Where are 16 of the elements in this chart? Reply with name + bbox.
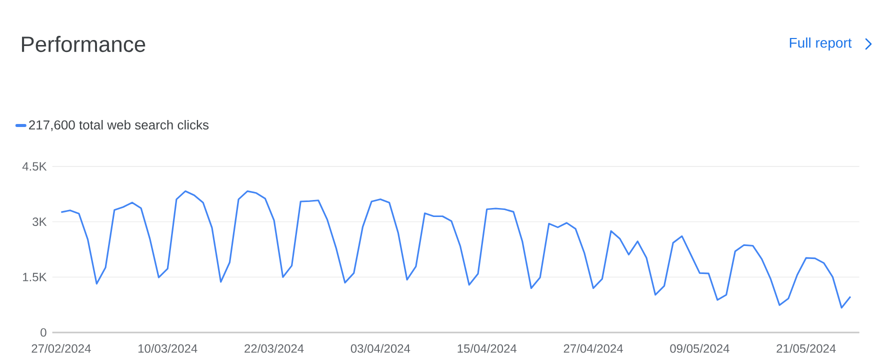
- legend-label: 217,600 total web search clicks: [29, 120, 209, 132]
- x-tick-label: 10/03/2024: [138, 344, 198, 353]
- x-tick-label: 22/03/2024: [244, 344, 304, 353]
- chart-title: Performance: [22, 36, 146, 52]
- x-tick-label: 09/05/2024: [670, 344, 730, 353]
- x-tick-label: 27/02/2024: [32, 344, 91, 353]
- line-series: [60, 190, 852, 308]
- x-tick-label: 03/04/2024: [350, 344, 410, 353]
- x-tick-label: 27/04/2024: [564, 344, 623, 353]
- x-tick-label: 15/04/2024: [458, 344, 517, 353]
- text: Full report: [790, 37, 852, 50]
- x-tick-label: 21/05/2024: [776, 344, 836, 353]
- y-tick-label: 3K: [32, 217, 47, 226]
- y-tick-label: 0: [40, 328, 46, 337]
- y-tick-label: 4.5K: [22, 162, 47, 171]
- y-tick-label: 1.5K: [23, 272, 47, 282]
